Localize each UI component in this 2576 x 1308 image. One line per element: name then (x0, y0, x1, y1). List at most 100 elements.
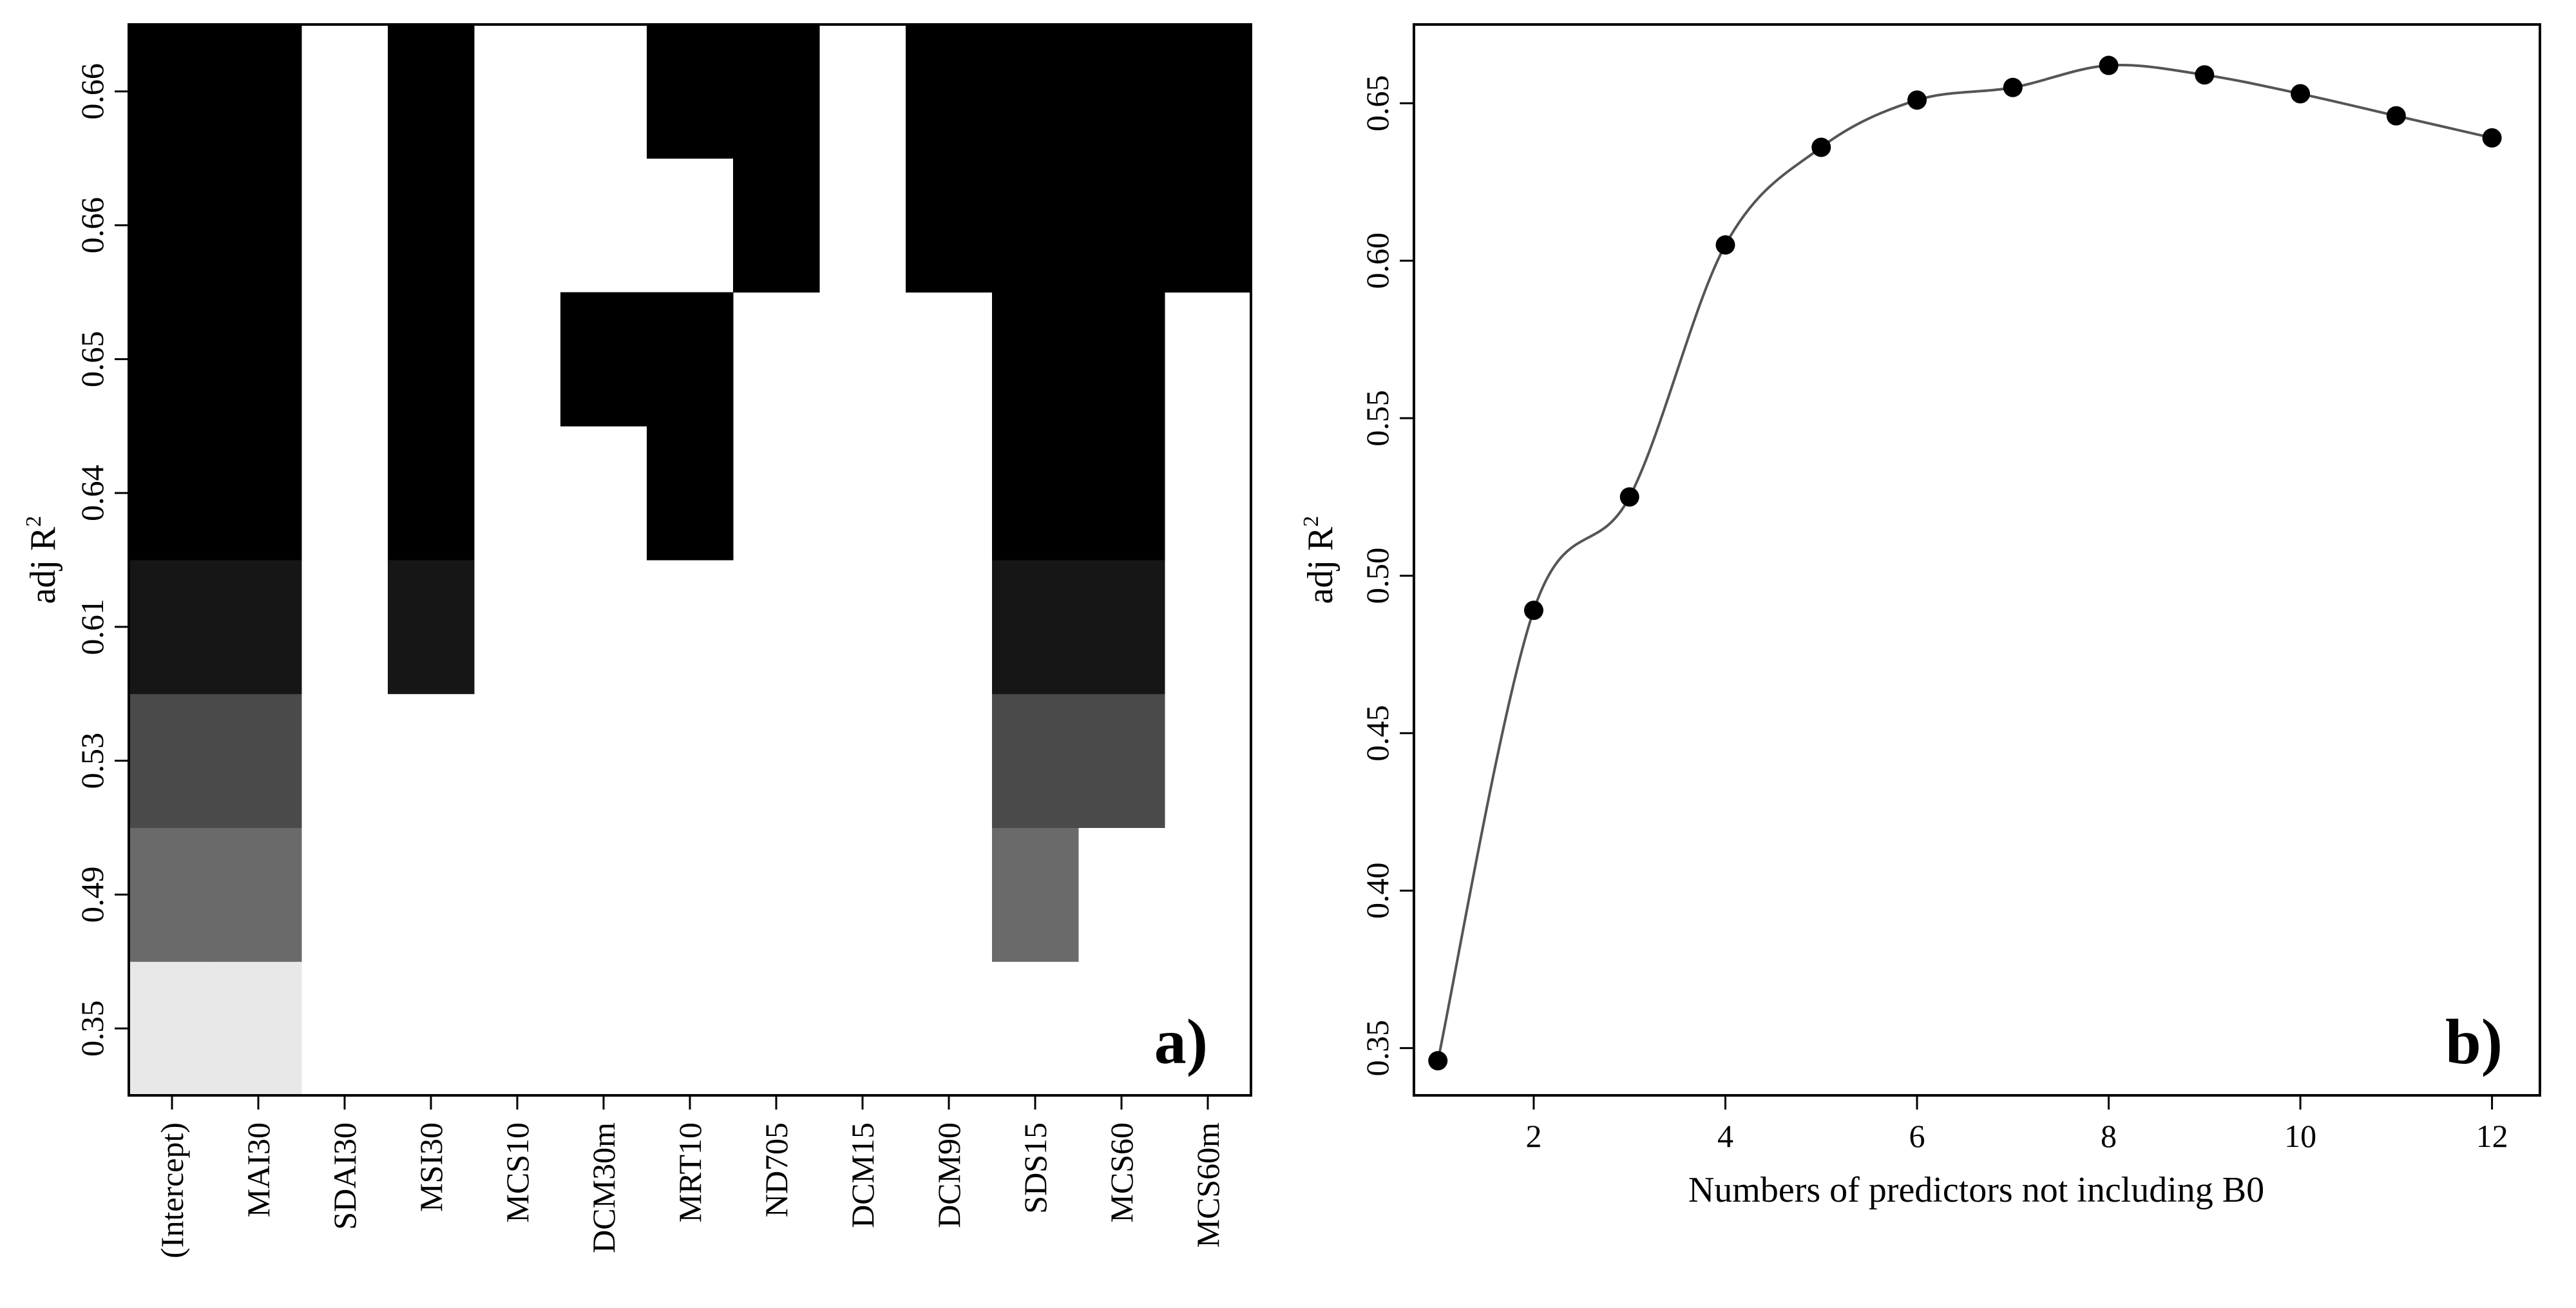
heatmap-y-tick-label: 0.35 (74, 1000, 110, 1057)
heatmap-cell (129, 158, 216, 293)
line-chart-frame (1413, 23, 2541, 1097)
heatmap-cell (129, 560, 216, 695)
data-point (2386, 106, 2406, 126)
heatmap-cell (1078, 560, 1165, 695)
heatmap-x-tick-label: MAI30 (240, 1122, 276, 1217)
heatmap-cell (560, 292, 647, 427)
heatmap-cell (215, 426, 302, 561)
heatmap-y-tick-label: 0.64 (74, 465, 110, 521)
line-chart-y-tick-label: 0.50 (1359, 548, 1395, 604)
heatmap-cell (647, 426, 734, 561)
heatmap-y-tick-label: 0.61 (74, 599, 110, 655)
heatmap-x-tick-label: (Intercept) (154, 1122, 190, 1258)
series-points (1428, 55, 2502, 1071)
line-chart-y-tick-label: 0.45 (1359, 705, 1395, 762)
data-point (1523, 601, 1543, 620)
heatmap-cell (1165, 158, 1252, 293)
heatmap-cell (388, 292, 475, 427)
heatmap-x-tick-label: MSI30 (413, 1122, 449, 1212)
heatmap-cell (215, 827, 302, 962)
data-point (1811, 137, 1831, 157)
line-chart-y-tick-label: 0.55 (1359, 390, 1395, 447)
line-chart-x-tick-label: 6 (1909, 1118, 1925, 1154)
data-point (1907, 90, 1927, 110)
heatmap-y-tick-label: 0.66 (74, 63, 110, 120)
data-point (2099, 55, 2119, 75)
line-chart-y-axis-title: adj R2 (1299, 516, 1340, 604)
heatmap-cell (1078, 158, 1165, 293)
line-chart-y-tick-label: 0.40 (1359, 863, 1395, 919)
heatmap-cell (733, 24, 820, 159)
heatmap-cell (992, 827, 1079, 962)
heatmap-y-tick-label: 0.53 (74, 733, 110, 789)
heatmap-cell (992, 292, 1079, 427)
line-chart-x-tick-label: 4 (1717, 1118, 1733, 1154)
heatmap-cells (129, 24, 1252, 1096)
heatmap-cell (388, 426, 475, 561)
data-point (2291, 84, 2311, 104)
heatmap-y-tick-label: 0.66 (74, 197, 110, 254)
heatmap-cell (992, 693, 1079, 828)
heatmap-cell (1165, 24, 1252, 159)
heatmap-x-tick-label: SDAI30 (327, 1122, 363, 1230)
heatmap-cell (129, 24, 216, 159)
heatmap-cell (1078, 426, 1165, 561)
heatmap-cell (129, 961, 216, 1096)
heatmap-x-tick-label: DCM30m (586, 1122, 622, 1253)
data-point (2195, 65, 2215, 85)
heatmap-cell (992, 24, 1079, 159)
heatmap-cell (992, 560, 1079, 695)
heatmap-y-ticks: 0.35 0.49 0.53 0.61 0.64 0.65 0.66 0.66 (74, 63, 129, 1057)
heatmap-y-axis-title: adj R2 (22, 516, 63, 604)
line-chart-y-tick-label: 0.65 (1359, 75, 1395, 131)
heatmap-x-tick-label: SDS15 (1017, 1122, 1053, 1214)
line-chart-y-ticks: 0.35 0.40 0.45 0.50 0.55 0.60 0.65 (1359, 75, 1414, 1076)
line-chart-x-axis-title: Numbers of predictors not including B0 (1688, 1170, 2264, 1210)
heatmap-x-tick-label: MCS10 (499, 1122, 535, 1223)
line-chart-y-tick-label: 0.35 (1359, 1020, 1395, 1077)
data-point (1619, 487, 1639, 507)
heatmap-x-tick-label: DCM15 (844, 1122, 881, 1228)
panel-b-line-chart: 0.35 0.40 0.45 0.50 0.55 0.60 0.65 2 4 6 8 10 12 Nu… (1299, 23, 2541, 1210)
line-chart-x-tick-label: 8 (2101, 1118, 2117, 1154)
heatmap-cell (992, 426, 1079, 561)
heatmap-y-tick-label: 0.49 (74, 867, 110, 923)
panel-label-b: b) (2445, 1006, 2503, 1077)
line-chart-x-tick-label: 2 (1525, 1118, 1541, 1154)
heatmap-cell (906, 158, 993, 293)
heatmap-cell (647, 292, 734, 427)
heatmap-cell (129, 426, 216, 561)
heatmap-cell (992, 158, 1079, 293)
heatmap-cell (733, 158, 820, 293)
data-point (1428, 1051, 1448, 1071)
heatmap-cell (215, 693, 302, 828)
heatmap-cell (1078, 292, 1165, 427)
series-line (1436, 63, 2493, 1061)
line-chart-x-tick-label: 12 (2476, 1118, 2508, 1154)
heatmap-cell (1078, 24, 1165, 159)
heatmap-y-tick-label: 0.65 (74, 331, 110, 388)
heatmap-cell (215, 292, 302, 427)
heatmap-x-tick-label: DCM90 (931, 1122, 967, 1228)
heatmap-cell (906, 24, 993, 159)
panel-a-heatmap: 0.35 0.49 0.53 0.61 0.64 0.65 0.66 0.66 (Interc… (22, 23, 1252, 1258)
heatmap-cell (129, 693, 216, 828)
heatmap-cell (647, 24, 734, 159)
line-chart-x-tick-label: 10 (2284, 1118, 2316, 1154)
heatmap-cell (388, 24, 475, 159)
heatmap-x-tick-label: MCS60 (1103, 1122, 1140, 1223)
line-chart-y-tick-label: 0.60 (1359, 233, 1395, 289)
heatmap-x-tick-label: MCS60m (1190, 1122, 1226, 1248)
heatmap-cell (129, 827, 216, 962)
heatmap-cell (215, 24, 302, 159)
panel-label-a: a) (1154, 1006, 1208, 1077)
data-point (2482, 128, 2502, 148)
heatmap-cell (1078, 693, 1165, 828)
heatmap-x-ticks: (Intercept) MAI30 SDAI30 MSI30 MCS10 DCM30m MR… (154, 1095, 1226, 1258)
data-point (1715, 235, 1735, 255)
heatmap-cell (215, 961, 302, 1096)
heatmap-x-tick-label: ND705 (758, 1122, 794, 1217)
line-chart-x-ticks: 2 4 6 8 10 12 (1525, 1095, 2508, 1154)
